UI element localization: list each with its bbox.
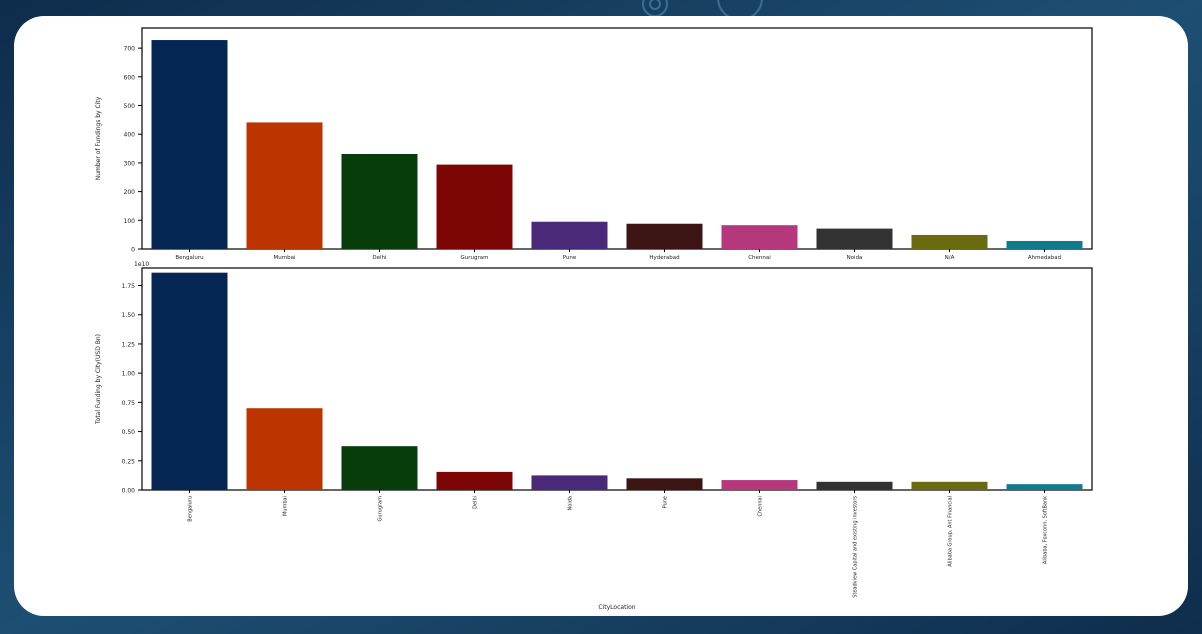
chart1-bar [151, 40, 228, 250]
chart1-xtick-label: Mumbai [274, 255, 296, 261]
chart2-bar [1006, 484, 1083, 490]
chart2-xtick-label: Pune [663, 496, 669, 508]
chart2-bar [436, 471, 513, 490]
chart1-ytick-label: 0 [131, 247, 135, 254]
chart2-ylabel: Total Funding by City(USD Bn) [95, 334, 102, 425]
chart2-bar [626, 478, 703, 490]
chart2-xtick-label: Chennai [758, 496, 764, 517]
chart1-bar [721, 225, 798, 249]
chart1-bar [531, 221, 608, 249]
chart2-bar [341, 446, 418, 490]
chart2-xtick-label: Mumbai [283, 496, 289, 516]
chart2-xtick-label: Gurugram [378, 496, 384, 522]
chart1-xtick-label: Noida [847, 255, 863, 261]
chart1-ylabel: Number of Fundings by City [95, 96, 102, 180]
chart2-ytick-label: 0.50 [122, 429, 136, 436]
chart1-ytick-label: 700 [124, 46, 136, 53]
chart2-xtick-label: Delhi [473, 496, 479, 509]
chart2-ytick-label: 1.25 [122, 341, 136, 348]
chart1-ytick-label: 100 [124, 218, 136, 225]
chart2-bar [151, 272, 228, 490]
chart1-bar [246, 122, 323, 249]
chart2-xtick-label: Alibaba Group, Ant Financial [948, 496, 954, 567]
chart1-ytick-label: 300 [124, 160, 136, 167]
chart-card: 0 100 200 300 400 500 600 700 Number of Fundings… [14, 16, 1188, 616]
chart2-ytick-label: 1.50 [122, 312, 136, 319]
chart1-frame [141, 27, 1093, 250]
chart1-bar [436, 164, 513, 249]
chart2-bar [721, 480, 798, 490]
chart1-xtick-label: Bengaluru [175, 255, 203, 261]
chart1-bar [341, 153, 418, 249]
chart1-xtick-label: Hyderabad [649, 255, 679, 261]
chart1-xtick-label: Pune [563, 255, 577, 261]
chart2-ytick-label: 1.75 [122, 283, 136, 290]
chart2-xtick-label: Alibaba, Foxconn, SoftBank [1043, 496, 1049, 564]
chart2-ytick-label: 0.25 [122, 458, 136, 465]
chart2-ytick-label: 0.75 [122, 400, 136, 407]
chart2-xlabel: CityLocation [598, 604, 635, 611]
chart2-bar [246, 408, 323, 490]
chart1-bar [1006, 240, 1083, 249]
chart1-bar [816, 228, 893, 249]
chart2-frame [141, 267, 1093, 491]
chart1-ytick-label: 500 [124, 103, 136, 110]
chart1-ytick-label: 400 [124, 132, 136, 139]
bar-charts: 0 100 200 300 400 500 600 700 Number of Fundings… [95, 27, 1093, 611]
chart1-ytick-label: 600 [124, 74, 136, 81]
chart1-xtick-label: Delhi [372, 255, 387, 261]
chart1-bar [911, 234, 988, 249]
chart2-bar [531, 475, 608, 490]
chart2-bar [816, 481, 893, 490]
chart2-bar [911, 481, 988, 490]
chart2-ytick-label: 1.00 [122, 371, 136, 378]
chart2-ytick-label: 0.00 [122, 488, 136, 495]
chart2-xtick-label: Noida [568, 496, 574, 510]
chart1-xtick-label: Ahmedabad [1028, 255, 1061, 261]
chart1-ytick-label: 200 [124, 189, 136, 196]
chart1-bar [626, 223, 703, 249]
chart2-scale-label: 1e10 [134, 261, 149, 268]
chart1-xtick-label: N/A [945, 255, 955, 261]
chart2-xtick-label: Bengaluru [188, 496, 194, 522]
chart2-xtick-label: Steadview Capital and existing investors [853, 496, 859, 598]
chart1-xtick-label: Gurugram [461, 255, 489, 261]
chart1-xtick-label: Chennai [748, 255, 771, 261]
